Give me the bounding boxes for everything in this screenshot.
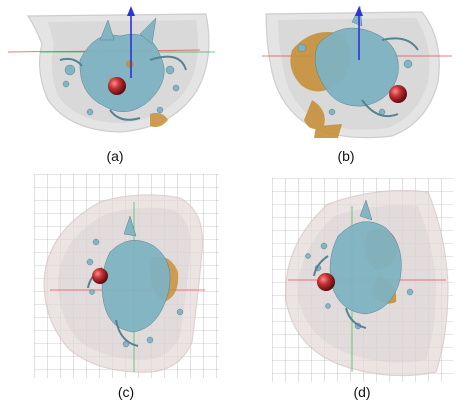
caption-c: (c) — [117, 384, 135, 400]
rendering-c — [34, 174, 219, 378]
figure-panel-a — [0, 0, 225, 140]
vessel-cluster — [305, 199, 414, 330]
vessel-cluster — [59, 17, 187, 121]
figure-panel-c — [30, 172, 225, 382]
lesion-sphere — [317, 273, 335, 291]
axis-blue-arrow — [127, 6, 135, 16]
caption-b: (b) — [337, 148, 355, 164]
lesion-sphere — [108, 77, 126, 95]
lesion-sphere — [389, 85, 407, 103]
caption-d: (d) — [353, 384, 371, 400]
figure-panel-b — [232, 0, 457, 145]
rendering-b — [262, 5, 452, 139]
figure-panel-d — [268, 176, 457, 384]
caption-a: (a) — [106, 148, 124, 164]
lesion-sphere — [92, 268, 108, 284]
rendering-d — [272, 178, 453, 382]
rendering-a — [7, 6, 215, 133]
axis-blue-arrow — [355, 6, 363, 16]
